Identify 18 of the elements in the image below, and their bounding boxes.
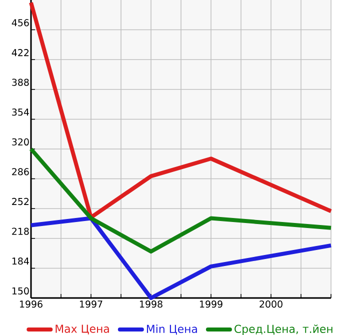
y-tick-label: 252 — [12, 198, 29, 206]
legend-label: Max Цена — [56, 324, 109, 334]
x-tick-label: 2000 — [260, 300, 282, 308]
y-tick-label: 320 — [12, 138, 29, 146]
y-tick-label: 286 — [12, 168, 29, 176]
y-tick-label: 218 — [12, 228, 29, 235]
y-tick-label: 354 — [12, 108, 29, 116]
legend-label: Min Цена — [146, 324, 197, 335]
x-tick-label: 1996 — [20, 300, 42, 308]
y-tick-label: 456 — [12, 19, 29, 26]
x-tick-label: 1997 — [80, 300, 102, 308]
y-tick-label: 388 — [12, 78, 29, 86]
y-tick-label: 150 — [12, 287, 29, 294]
x-tick-label: 1999 — [200, 300, 222, 308]
y-tick-label: 184 — [12, 258, 29, 265]
legend-label: Сред.Цена, т.йен — [234, 324, 332, 335]
x-tick-label: 1998 — [140, 300, 162, 308]
y-tick-label: 422 — [12, 49, 29, 56]
